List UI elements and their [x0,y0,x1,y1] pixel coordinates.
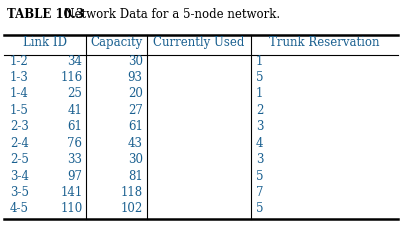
Text: 5: 5 [255,170,263,182]
Text: 1-5: 1-5 [10,104,29,117]
Text: 25: 25 [67,88,82,100]
Text: 30: 30 [128,55,142,68]
Text: 1: 1 [255,55,263,68]
Text: 33: 33 [67,153,82,166]
Text: 2-5: 2-5 [10,153,29,166]
Text: 1-2: 1-2 [10,55,29,68]
Text: 4: 4 [255,137,263,150]
Text: 1: 1 [255,88,263,100]
Text: 30: 30 [128,153,142,166]
Text: Network Data for a 5-node network.: Network Data for a 5-node network. [53,8,280,21]
Text: Trunk Reservation: Trunk Reservation [269,36,379,49]
Text: Currently Used: Currently Used [153,36,244,49]
Text: Link ID: Link ID [23,36,67,49]
Text: 43: 43 [128,137,142,150]
Text: 61: 61 [67,120,82,133]
Text: 61: 61 [128,120,142,133]
Text: 3-4: 3-4 [10,170,29,182]
Text: 2: 2 [255,104,263,117]
Text: 4-5: 4-5 [10,202,29,215]
Text: 3: 3 [255,120,263,133]
Text: 2-3: 2-3 [10,120,29,133]
Text: 110: 110 [60,202,82,215]
Text: 34: 34 [67,55,82,68]
Text: 5: 5 [255,71,263,84]
Text: 20: 20 [128,88,142,100]
Text: 81: 81 [128,170,142,182]
Text: 3: 3 [255,153,263,166]
Text: 3-5: 3-5 [10,186,29,199]
Text: 1-3: 1-3 [10,71,29,84]
Text: 118: 118 [120,186,142,199]
Text: 1-4: 1-4 [10,88,29,100]
Text: 116: 116 [60,71,82,84]
Text: 102: 102 [120,202,142,215]
Text: 141: 141 [60,186,82,199]
Text: 7: 7 [255,186,263,199]
Text: 97: 97 [67,170,82,182]
Text: 41: 41 [67,104,82,117]
Text: 2-4: 2-4 [10,137,29,150]
Text: Capacity: Capacity [90,36,142,49]
Text: 76: 76 [67,137,82,150]
Text: 93: 93 [128,71,142,84]
Text: 27: 27 [128,104,142,117]
Text: 5: 5 [255,202,263,215]
Text: TABLE 10.3: TABLE 10.3 [7,8,84,21]
